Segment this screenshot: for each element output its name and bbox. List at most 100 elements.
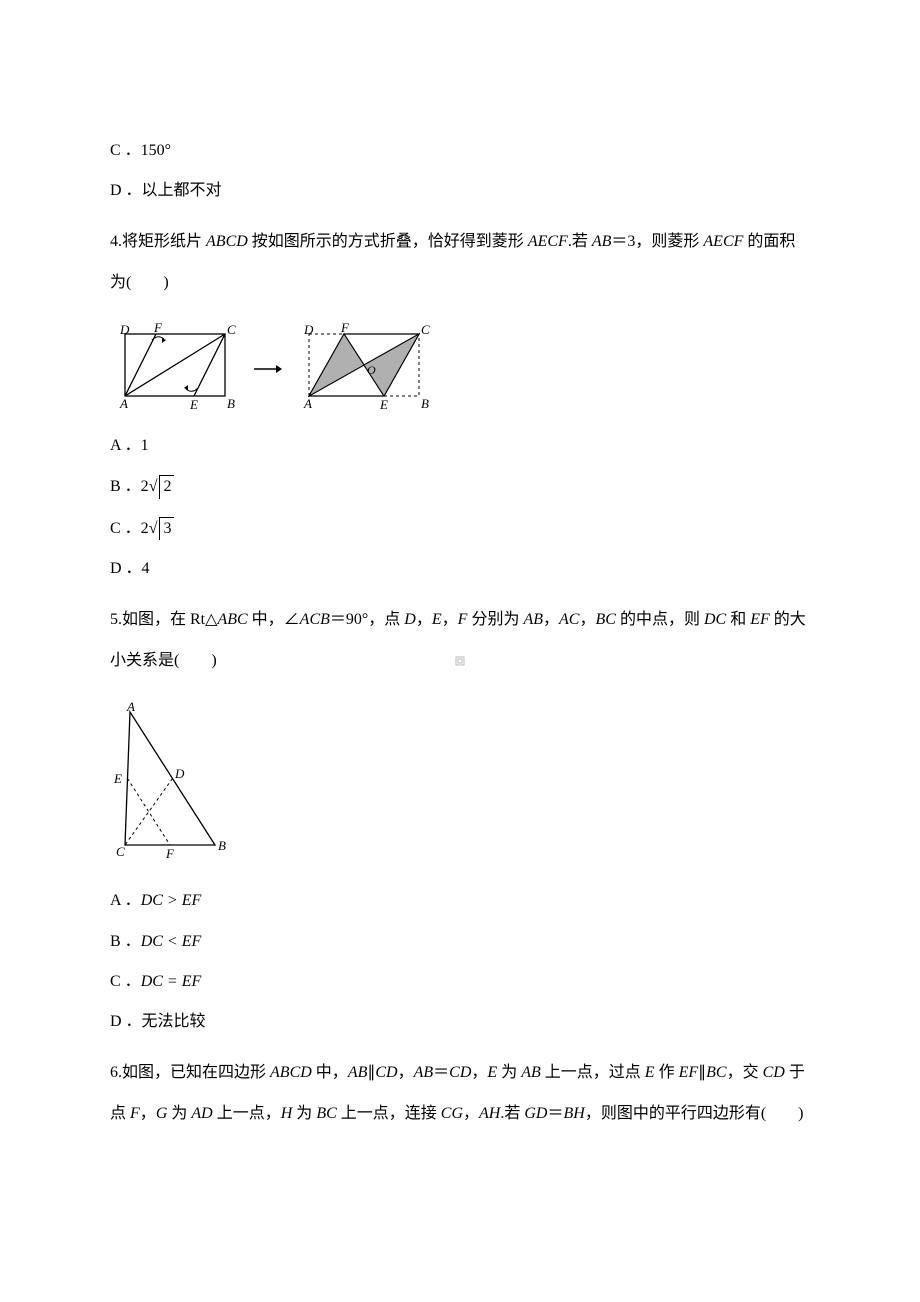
q4-opta-text: A ．1: [110, 437, 149, 454]
q6-p1: 6.如图，已知在四边形: [110, 1064, 270, 1081]
q6-p21: ，则图中的平行四边形有( ): [585, 1105, 804, 1122]
q3-option-d: D ．以上都不对: [110, 180, 810, 202]
q4-option-b: B ．2√2: [110, 475, 810, 498]
q6-p17: 上一点，连接: [337, 1105, 441, 1122]
q6-stem: 6.如图，已知在四边形 ABCD 中，AB∥CD，AB＝CD，E 为 AB 上一…: [110, 1052, 810, 1135]
q4-optb-surd: √: [149, 476, 158, 498]
q5-p9: 的中点，则: [616, 611, 704, 628]
watermark-icon: [455, 656, 465, 666]
q6-abcd: ABCD: [270, 1064, 312, 1081]
q5-option-b: B ．DC < EF: [110, 931, 810, 953]
q5-fig-C: C: [116, 844, 125, 859]
q4-fig2-C: C: [421, 322, 430, 337]
q5-p4: ，: [416, 611, 432, 628]
q6-ab2: AB: [414, 1064, 434, 1081]
q5-optc-prefix: C ．: [110, 973, 141, 990]
q5-bc: BC: [596, 611, 616, 628]
q5-p5: ，: [442, 611, 458, 628]
q4-fig1-F: F: [153, 322, 163, 335]
q6-p8: 上一点，过点: [541, 1064, 645, 1081]
q4-fig1-D: D: [119, 322, 130, 337]
q6-bh: BH: [564, 1105, 585, 1122]
q6-p16: 为: [292, 1105, 316, 1122]
q6-ef: EF: [679, 1064, 699, 1081]
q5-option-c: C ．DC = EF: [110, 971, 810, 993]
q5-opta-prefix: A ．: [110, 892, 141, 909]
q5-optb-rel: DC < EF: [141, 933, 202, 950]
q6-cd3: CD: [763, 1064, 785, 1081]
q4-fig1-A: A: [119, 396, 128, 411]
q6-p2: 中，: [312, 1064, 348, 1081]
q5-fig-D: D: [174, 766, 185, 781]
q6-bc: BC: [706, 1064, 726, 1081]
q3-option-c: C ．150°: [110, 140, 810, 162]
q6-p18: ，: [463, 1105, 479, 1122]
q6-e: E: [487, 1064, 497, 1081]
q4-optb-prefix: B ．2: [110, 478, 149, 495]
q6-e2: E: [645, 1064, 655, 1081]
q4-fig2-F: F: [340, 322, 350, 335]
q4-stem-p4: ＝3，则菱形: [611, 233, 703, 250]
q6-ab1: AB: [348, 1064, 368, 1081]
q6-p15: 上一点，: [213, 1105, 281, 1122]
q4-optd-text: D ．4: [110, 560, 150, 577]
q6-p9: 作: [655, 1064, 679, 1081]
q5-figure: A E D C F B: [110, 700, 810, 872]
q5-fig-F: F: [165, 846, 175, 861]
q5-p1: 5.如图，在 Rt△: [110, 611, 217, 628]
q4-fig2-B: B: [421, 396, 429, 411]
q4-stem-p3: .若: [568, 233, 592, 250]
q4-option-a: A ．1: [110, 435, 810, 457]
q5-optb-prefix: B ．: [110, 933, 141, 950]
q5-abc: ABC: [217, 611, 247, 628]
q5-p2: 中，∠: [248, 611, 300, 628]
q5-f: F: [458, 611, 468, 628]
q5-option-a: A ．DC > EF: [110, 890, 810, 912]
q5-ab: AB: [523, 611, 543, 628]
q4-optc-prefix: C ．2: [110, 520, 149, 537]
q6-bc2: BC: [316, 1105, 336, 1122]
q4-ab: AB: [592, 233, 612, 250]
q4-fig1-C: C: [227, 322, 236, 337]
q5-fig-E: E: [113, 771, 122, 786]
q4-stem-p2: 按如图所示的方式折叠，恰好得到菱形: [248, 233, 528, 250]
q4-fig2-O: O: [367, 363, 376, 377]
q6-cd2: CD: [449, 1064, 471, 1081]
q4-fig2-D: D: [303, 322, 314, 337]
q6-gd: GD: [524, 1105, 547, 1122]
q5-d: D: [404, 611, 416, 628]
q3-optc-text: C ．150°: [110, 142, 171, 159]
q4-figure-row: D F C A E B D F C O A E B: [110, 322, 810, 417]
q5-opta-rel: DC > EF: [141, 892, 202, 909]
q4-figure-left: D F C A E B: [110, 322, 240, 417]
q4-abcd: ABCD: [206, 233, 248, 250]
q5-p10: 和: [726, 611, 750, 628]
q5-p7: ，: [543, 611, 559, 628]
q6-p6: ，: [471, 1064, 487, 1081]
q6-p10: ∥: [698, 1064, 706, 1081]
q5-fig-A: A: [126, 700, 135, 714]
q6-p13: ，: [140, 1105, 156, 1122]
q4-stem-p1: 4.将矩形纸片: [110, 233, 206, 250]
q6-p5: ＝: [433, 1064, 449, 1081]
q6-f: F: [130, 1105, 140, 1122]
q5-option-d: D ．无法比较: [110, 1011, 810, 1033]
q6-p14: 为: [167, 1105, 191, 1122]
q4-option-d: D ．4: [110, 558, 810, 580]
q6-h: H: [281, 1105, 293, 1122]
q6-cd1: CD: [375, 1064, 397, 1081]
q4-figure-right: D F C O A E B: [294, 322, 434, 417]
q6-p4: ，: [398, 1064, 414, 1081]
q4-aecf2: AECF: [703, 233, 743, 250]
q5-ef: EF: [750, 611, 770, 628]
q6-ab3: AB: [521, 1064, 541, 1081]
q5-e: E: [432, 611, 442, 628]
q5-optd-text: D ．无法比较: [110, 1013, 206, 1030]
q6-ad: AD: [191, 1105, 212, 1122]
q5-optc-rel: DC = EF: [141, 973, 202, 990]
q6-p20: ＝: [547, 1105, 563, 1122]
q3-optd-text: D ．以上都不对: [110, 182, 222, 199]
q5-p8: ，: [579, 611, 595, 628]
q5-fig-B: B: [218, 838, 226, 853]
q4-stem: 4.将矩形纸片 ABCD 按如图所示的方式折叠，恰好得到菱形 AECF .若 AB…: [110, 221, 810, 304]
